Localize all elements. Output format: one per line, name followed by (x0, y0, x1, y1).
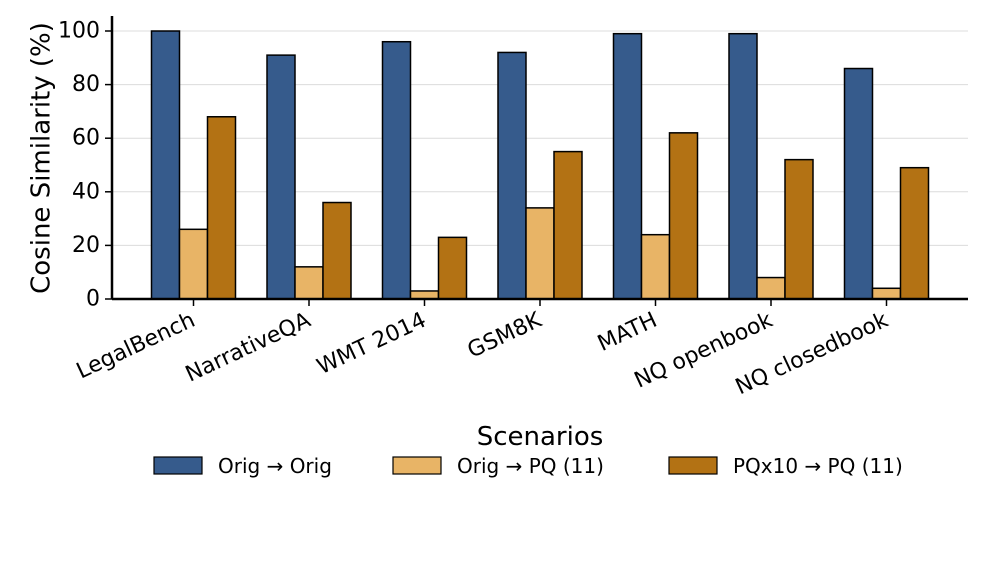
bar-narrativeqa-series-2 (294, 266, 324, 300)
bar-legalbench-series-3 (206, 116, 237, 300)
bar-wmt-2014-series-1 (381, 40, 412, 300)
y-axis-title: Cosine Similarity (%) (27, 22, 57, 294)
bar-narrativeqa-series-3 (322, 201, 352, 300)
bar-math-series-1 (612, 32, 643, 300)
bar-nq-closedbook-series-1 (843, 67, 874, 300)
bar-wmt-2014-series-3 (437, 236, 468, 300)
bar-narrativeqa-series-1 (266, 54, 296, 300)
y-tick-label: 40 (72, 179, 100, 204)
bar-legalbench-series-2 (178, 228, 209, 300)
bar-nq-openbook-series-1 (728, 32, 758, 300)
bar-nq-openbook-series-3 (784, 158, 814, 300)
legend-label: Orig → PQ (11) (457, 454, 604, 478)
legend-item: Orig → Orig (153, 454, 332, 478)
bar-gsm8k-series-1 (497, 51, 527, 300)
legend-label: PQx10 → PQ (11) (733, 454, 903, 478)
x-axis-title: Scenarios (477, 422, 604, 452)
legend-swatch (392, 456, 442, 475)
bar-math-series-2 (640, 233, 671, 300)
y-tick-label: 60 (72, 126, 100, 151)
x-tick-label: WMT 2014 (313, 308, 430, 380)
x-tick-label: GSM8K (464, 308, 546, 364)
x-tick-label: MATH (594, 308, 661, 357)
grid-lines (112, 30, 968, 246)
y-tick-label: 20 (72, 233, 100, 258)
legend-swatch (153, 456, 203, 475)
legend-label: Orig → Orig (218, 454, 332, 478)
y-tick-label: 100 (58, 19, 100, 44)
legend-item: PQx10 → PQ (11) (668, 454, 903, 478)
y-tick-label: 0 (86, 287, 100, 312)
bar-math-series-3 (668, 132, 699, 300)
x-tick-label: LegalBench (73, 308, 199, 385)
bar-nq-closedbook-series-3 (899, 166, 930, 300)
y-tick-label: 80 (72, 72, 100, 97)
legend: Orig → Orig Orig → PQ (11) PQx10 → PQ (11) (153, 454, 903, 478)
bars (150, 30, 930, 300)
x-tick-label: NarrativeQA (182, 308, 315, 388)
bar-legalbench-series-1 (150, 30, 181, 300)
legend-item: Orig → PQ (11) (392, 454, 604, 478)
bar-gsm8k-series-2 (525, 207, 555, 300)
bar-gsm8k-series-3 (553, 150, 583, 300)
y-ticks: 0 20 40 60 80 100 (58, 19, 112, 312)
bar-nq-closedbook-series-2 (871, 287, 902, 300)
legend-swatch (668, 456, 718, 475)
bar-nq-openbook-series-2 (756, 276, 786, 300)
